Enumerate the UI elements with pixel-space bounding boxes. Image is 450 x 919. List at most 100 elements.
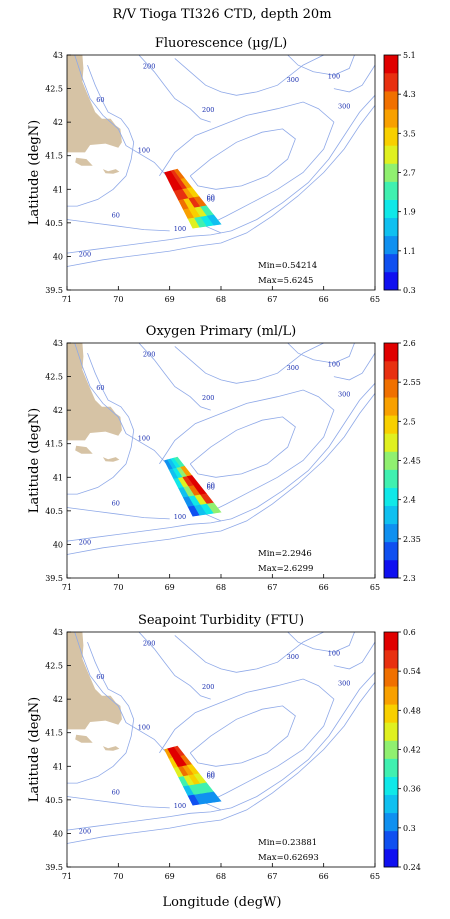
colorbar-segment — [384, 415, 398, 434]
colorbar-tick-label: 2.4 — [403, 496, 416, 505]
bathymetry-contour — [333, 641, 376, 670]
bathymetry-contour — [67, 64, 135, 207]
bathymetry-contour — [138, 54, 211, 123]
colorbar-tick-label: 2.55 — [403, 378, 421, 387]
colorbar-segment — [384, 127, 398, 146]
x-tick-label: 65 — [370, 583, 380, 592]
colorbar-segment — [384, 740, 398, 759]
colorbar-segment — [384, 253, 398, 273]
land-nantucket — [102, 457, 120, 462]
bathymetry-contour — [159, 389, 335, 515]
max-label: Max=2.6299 — [258, 564, 313, 574]
colorbar-tick-label: 2.45 — [403, 457, 421, 466]
chart-panel-3: Seapoint Turbidity (FTU) Latitude (degN) 2… — [27, 613, 421, 881]
bathymetry-contour — [333, 352, 376, 381]
contour-label: 200 — [143, 62, 155, 70]
colorbar-tick-label: 4.3 — [403, 90, 416, 99]
contour-label: 200 — [143, 350, 155, 358]
y-tick-label: 39.5 — [45, 863, 63, 872]
colorbar-tick-label: 2.3 — [403, 574, 416, 583]
contour-label: 60 — [207, 772, 215, 780]
bathymetry-contour — [66, 682, 376, 844]
x-tick-label: 67 — [267, 295, 277, 304]
contour-label: 60 — [96, 96, 104, 104]
transect-cell — [206, 502, 222, 514]
y-tick-label: 41.5 — [45, 152, 63, 161]
land-mainland — [67, 55, 122, 153]
panels: Fluorescence (µg/L) Latitude (degN) 200 60 2… — [27, 36, 421, 881]
colorbar-tick-label: 0.42 — [403, 746, 421, 755]
y-tick-label: 43 — [53, 339, 63, 348]
y-axis-label: Latitude (degN) — [27, 697, 42, 802]
x-tick-label: 69 — [165, 583, 175, 592]
colorbar-segment — [384, 199, 398, 218]
transect-cell — [206, 214, 222, 226]
bathymetry-contour — [66, 672, 376, 831]
colorbar-tick-label: 0.48 — [403, 706, 421, 715]
colorbar-tick-label: 1.1 — [403, 247, 416, 256]
y-tick-label: 40.5 — [45, 507, 63, 516]
colorbar-tick-label: 0.36 — [403, 785, 421, 794]
min-label: Min=0.23881 — [258, 838, 317, 848]
contour-label: 60 — [207, 195, 215, 203]
y-tick-label: 42.5 — [45, 662, 63, 671]
colorbar-segment — [384, 451, 398, 470]
land-nantucket — [102, 169, 120, 174]
colorbar-tick-label: 0.3 — [403, 286, 416, 295]
contour-label: 300 — [338, 680, 350, 688]
colorbar-segment — [384, 758, 398, 777]
land-mainland — [67, 632, 122, 730]
bathymetry-contour — [189, 705, 296, 767]
contour-label: 200 — [79, 538, 91, 546]
colorbar-segment — [384, 235, 398, 255]
contour-label: 200 — [143, 639, 155, 647]
chart-panel-2: Oxygen Primary (ml/L) Latitude (degN) 200 6… — [27, 324, 421, 592]
colorbar-segment — [384, 271, 398, 291]
land-marthas-vineyard — [75, 734, 93, 743]
y-tick-label: 41.5 — [45, 729, 63, 738]
contour-label: 200 — [79, 250, 91, 258]
contour-label: 60 — [96, 673, 104, 681]
colorbar-segment — [384, 379, 398, 398]
bathymetry-contour — [66, 393, 376, 555]
colorbar-tick-label: 2.7 — [403, 169, 416, 178]
bathymetry-contour — [174, 631, 324, 673]
bathymetry-contour — [66, 219, 170, 232]
bathymetry-contour — [174, 342, 324, 384]
colorbar-segment — [384, 848, 398, 868]
bathymetry-contour — [287, 54, 355, 76]
contour-label: 100 — [138, 723, 150, 731]
colorbar-segment — [384, 668, 398, 687]
contour-label: 100 — [328, 361, 340, 369]
colorbar-tick-label: 0.54 — [403, 667, 421, 676]
colorbar-tick-label: 2.6 — [403, 339, 416, 348]
contour-label: 100 — [138, 146, 150, 154]
colorbar-tick-label: 3.5 — [403, 129, 416, 138]
min-label: Min=2.2946 — [258, 549, 312, 559]
colorbar-segment — [384, 163, 398, 182]
contour-label: 60 — [207, 770, 215, 778]
contour-label: 200 — [202, 106, 214, 114]
y-tick-label: 39.5 — [45, 574, 63, 583]
x-axis-label: Longitude (degW) — [163, 895, 282, 910]
y-tick-label: 42 — [53, 118, 63, 127]
y-axis-label: Latitude (degN) — [27, 120, 42, 225]
y-tick-label: 42.5 — [45, 85, 63, 94]
y-tick-label: 41 — [53, 473, 63, 482]
x-tick-label: 67 — [267, 872, 277, 881]
colorbar-segment — [384, 704, 398, 723]
y-tick-label: 40 — [53, 252, 63, 261]
y-tick-label: 41 — [53, 762, 63, 771]
bathymetry-contour — [67, 641, 135, 784]
land-marthas-vineyard — [75, 445, 93, 454]
bathymetry-contour — [159, 101, 335, 227]
x-tick-label: 71 — [62, 295, 72, 304]
colorbar-segment — [384, 505, 398, 525]
x-tick-label: 69 — [165, 872, 175, 881]
max-label: Max=0.62693 — [258, 853, 319, 863]
contour-label: 100 — [174, 802, 186, 810]
bathymetry-contour — [287, 342, 355, 364]
bathymetry-contour — [287, 631, 355, 653]
contour-label: 300 — [338, 103, 350, 111]
x-tick-label: 71 — [62, 872, 72, 881]
